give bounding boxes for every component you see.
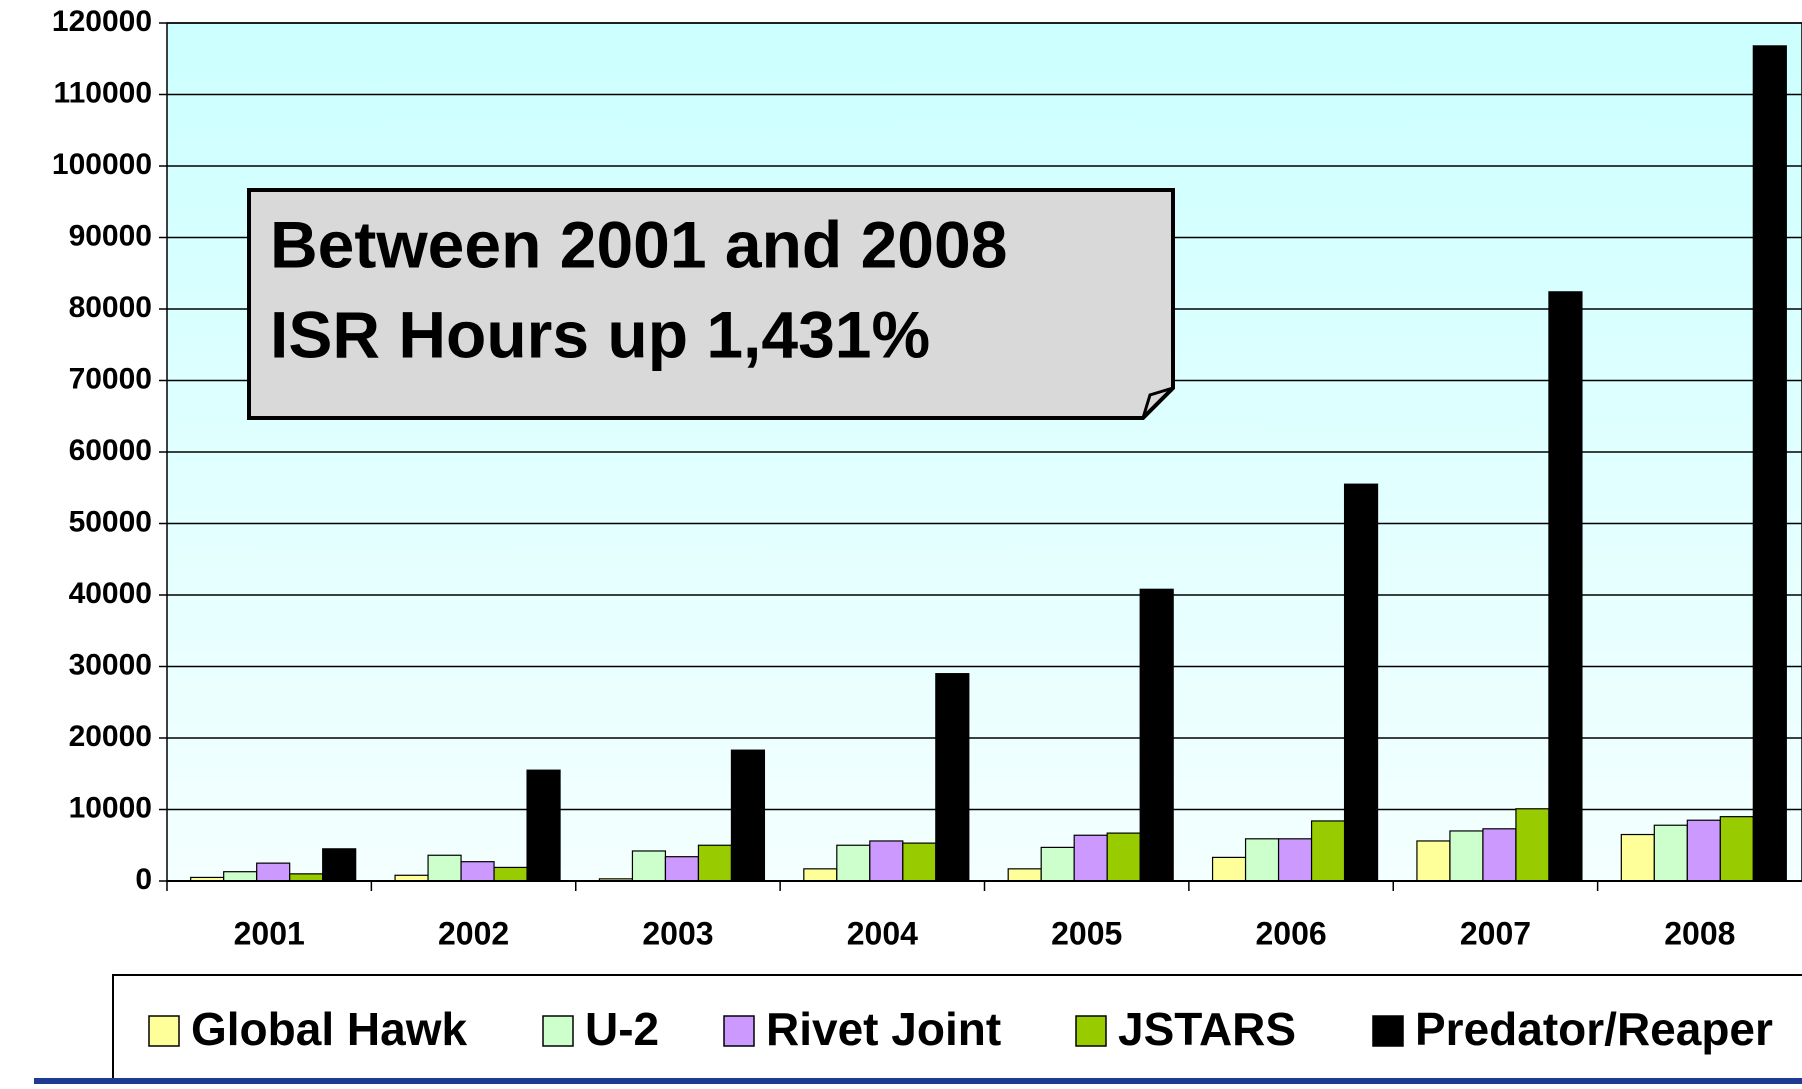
legend-label: U-2: [585, 1003, 659, 1055]
annotation-text: ISR Hours up 1,431%: [270, 297, 930, 371]
y-tick-label: 50000: [69, 505, 152, 538]
y-tick-label: 70000: [69, 362, 152, 395]
bar: [1139, 588, 1174, 882]
bar: [803, 868, 838, 882]
legend-swatch: [542, 1015, 574, 1047]
bar: [1620, 833, 1655, 882]
bar: [526, 769, 561, 882]
annotation-box: Between 2001 and 2008 ISR Hours up 1,431…: [247, 188, 1175, 420]
x-tick-label: 2006: [1255, 915, 1326, 951]
bar: [1548, 291, 1583, 882]
y-tick-label: 120000: [52, 5, 152, 38]
bar: [460, 861, 495, 882]
bar: [493, 866, 528, 882]
bar: [1040, 846, 1075, 882]
y-tick-label: 60000: [69, 434, 152, 467]
bar: [1482, 828, 1517, 882]
legend-swatch: [1372, 1015, 1404, 1047]
bar: [1244, 838, 1280, 882]
bar: [664, 856, 700, 882]
bar: [427, 854, 462, 882]
bar: [1449, 830, 1484, 882]
bar: [1653, 824, 1688, 882]
legend-label: Predator/Reaper: [1415, 1003, 1773, 1055]
annotation-fold: [1141, 386, 1174, 419]
bar: [631, 850, 667, 882]
x-tick-label: 2005: [1051, 915, 1122, 951]
x-tick-label: 2002: [438, 915, 509, 951]
legend-swatch: [148, 1015, 180, 1047]
legend-swatch: [1075, 1015, 1107, 1047]
y-tick-label: 40000: [69, 577, 152, 610]
bar: [935, 673, 970, 882]
bar: [1343, 483, 1379, 882]
bar: [1211, 856, 1247, 882]
legend-label: Rivet Joint: [766, 1003, 1001, 1055]
bar: [1277, 838, 1313, 882]
legend-label: Global Hawk: [191, 1003, 467, 1055]
bar: [1752, 45, 1787, 882]
y-tick-label: 90000: [69, 219, 152, 252]
y-tick-label: 10000: [69, 791, 152, 824]
bar: [1686, 819, 1721, 882]
bar: [1007, 868, 1042, 882]
bar: [289, 873, 324, 882]
bar: [1515, 808, 1550, 882]
x-tick-label: 2003: [642, 915, 713, 951]
legend-swatch: [723, 1015, 755, 1047]
bar: [1416, 840, 1451, 882]
y-tick-label: 0: [135, 863, 152, 896]
y-tick-label: 110000: [54, 76, 152, 109]
annotation-text: Between 2001 and 2008: [270, 207, 1007, 281]
y-tick-label: 80000: [69, 291, 152, 324]
bar: [697, 844, 733, 882]
bar: [1310, 820, 1346, 882]
legend-label: JSTARS: [1118, 1003, 1296, 1055]
x-tick-label: 2004: [847, 915, 918, 951]
bar: [730, 749, 766, 882]
bar: [902, 842, 937, 882]
x-tick-label: 2008: [1664, 915, 1735, 951]
y-tick-label: 20000: [69, 720, 152, 753]
bar: [1106, 832, 1141, 882]
bar: [1719, 816, 1754, 882]
bar: [322, 848, 357, 882]
footer-line: [34, 1078, 1802, 1084]
bar: [836, 844, 871, 882]
legend-box: [112, 974, 1802, 1089]
x-tick-label: 2001: [234, 915, 305, 951]
annotation-shape: [247, 188, 1175, 420]
bar: [869, 840, 904, 882]
bar: [223, 871, 258, 882]
y-tick-label: 100000: [52, 148, 152, 181]
x-tick-label: 2007: [1460, 915, 1531, 951]
y-tick-label: 30000: [69, 648, 152, 681]
bar: [1073, 834, 1108, 882]
bar: [256, 862, 291, 882]
